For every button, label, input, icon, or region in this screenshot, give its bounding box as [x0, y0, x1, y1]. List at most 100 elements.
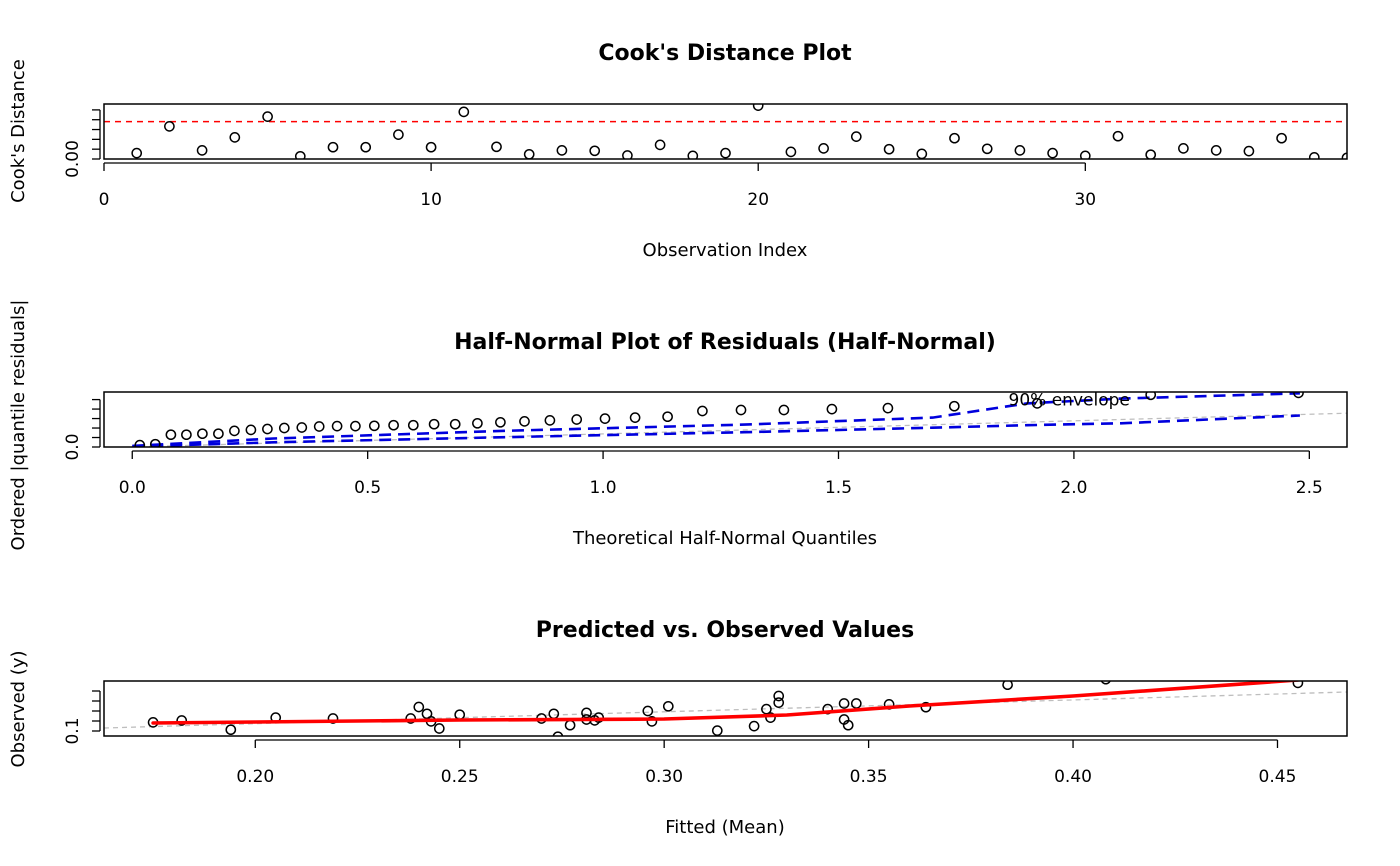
- x-axis-label: Fitted (Mean): [665, 817, 784, 838]
- data-point: [687, 150, 699, 159]
- plot-area: 90% envelope: [109, 392, 1347, 447]
- predicted-observed-panel: Predicted vs. Observed Values 0.20 0.25 0.…: [8, 618, 1348, 838]
- data-point: [556, 145, 568, 156]
- x-tick-label: 20: [747, 190, 769, 210]
- data-point: [761, 703, 772, 715]
- data-point: [197, 428, 208, 440]
- data-point: [1308, 152, 1320, 159]
- data-point: [262, 111, 273, 122]
- data-point: [458, 106, 470, 118]
- x-tick-label: 0.25: [441, 767, 479, 787]
- data-point: [164, 121, 175, 132]
- x-tick-label: 0: [99, 190, 110, 210]
- data-point: [778, 404, 790, 416]
- y-axis-label: Observed (y): [8, 650, 29, 767]
- data-point: [213, 428, 224, 440]
- data-point: [850, 698, 862, 709]
- plot-frame: [103, 680, 1348, 737]
- x-axis: 0.0 0.5 1.0 1.5 2.0 2.5: [119, 450, 1323, 498]
- y-axis: 0.1: [63, 690, 101, 745]
- data-point: [949, 132, 960, 144]
- x-tick-label: 0.20: [236, 767, 274, 787]
- data-point: [654, 139, 666, 151]
- data-point: [662, 411, 673, 423]
- x-tick-label: 1.5: [825, 478, 852, 498]
- x-tick-label: 0.0: [119, 478, 146, 498]
- data-point: [571, 414, 583, 425]
- x-tick-label: 10: [420, 190, 442, 210]
- x-tick-label: 30: [1074, 190, 1096, 210]
- data-point: [646, 716, 658, 727]
- envelope-lower-line: [132, 414, 1300, 447]
- data-point: [495, 416, 506, 428]
- data-point: [313, 421, 325, 432]
- data-point: [662, 700, 674, 712]
- x-tick-label: 0.30: [645, 767, 683, 787]
- data-point: [176, 715, 188, 726]
- plot-area: [104, 104, 1347, 159]
- data-point: [548, 708, 560, 720]
- data-point: [149, 438, 161, 447]
- x-tick-label: 0.5: [354, 478, 381, 498]
- x-tick-label: 2.5: [1296, 478, 1323, 498]
- data-point: [1145, 149, 1157, 159]
- data-point: [599, 413, 611, 424]
- data-point: [1079, 150, 1091, 159]
- data-point: [1210, 145, 1222, 156]
- data-point: [1292, 681, 1304, 689]
- y-tick-label: 0.1: [63, 717, 83, 744]
- y-tick-label: 0.00: [63, 140, 83, 178]
- envelope-upper-line: [132, 392, 1300, 447]
- data-point: [818, 143, 829, 154]
- data-point: [1100, 681, 1111, 685]
- data-point: [1014, 145, 1026, 156]
- data-point: [773, 690, 785, 702]
- data-point: [229, 132, 241, 143]
- smooth-line: [151, 681, 1300, 725]
- x-axis: 0.20 0.25 0.30 0.35 0.40 0.45: [236, 739, 1296, 787]
- x-tick-label: 1.0: [590, 478, 617, 498]
- data-point: [1276, 132, 1287, 144]
- cooks-distance-panel: Cook's Distance Plot 0 10 20 30 0.00 Observ…: [8, 41, 1348, 261]
- data-point: [1293, 392, 1304, 399]
- x-axis-label: Observation Index: [643, 240, 808, 261]
- data-point: [711, 725, 723, 736]
- data-point: [1341, 152, 1347, 159]
- x-axis: 0 10 20 30: [99, 162, 1096, 210]
- data-point: [883, 143, 895, 155]
- data-point: [948, 400, 960, 412]
- data-point: [1178, 143, 1189, 154]
- data-point: [552, 731, 564, 736]
- chart-title: Cook's Distance Plot: [598, 41, 852, 66]
- data-point: [920, 701, 932, 713]
- data-point: [407, 419, 419, 431]
- data-point: [1145, 392, 1157, 401]
- data-point: [294, 150, 306, 159]
- data-point: [850, 131, 862, 142]
- data-point: [1243, 145, 1255, 157]
- y-axis-label: Cook's Distance: [8, 59, 29, 203]
- data-point: [413, 701, 425, 713]
- data-point: [752, 104, 764, 111]
- plot-area: [104, 681, 1347, 736]
- data-point: [296, 422, 308, 433]
- data-point: [622, 150, 633, 159]
- data-point: [589, 145, 601, 157]
- x-axis-label: Theoretical Half-Normal Quantiles: [572, 528, 877, 549]
- data-point: [405, 713, 417, 724]
- y-tick-label: 0.0: [63, 433, 83, 460]
- data-point: [472, 417, 483, 429]
- data-point: [523, 148, 535, 159]
- data-point: [165, 429, 177, 441]
- data-point: [564, 719, 576, 731]
- plot-frame: [103, 103, 1348, 160]
- data-point: [1002, 681, 1013, 691]
- data-point: [428, 418, 440, 430]
- data-point: [262, 423, 273, 435]
- data-point: [331, 420, 343, 432]
- data-point: [425, 141, 437, 153]
- data-point: [368, 420, 380, 432]
- data-point: [1031, 398, 1043, 409]
- data-point: [765, 712, 776, 723]
- half-normal-panel: Half-Normal Plot of Residuals (Half-Norm…: [8, 300, 1348, 550]
